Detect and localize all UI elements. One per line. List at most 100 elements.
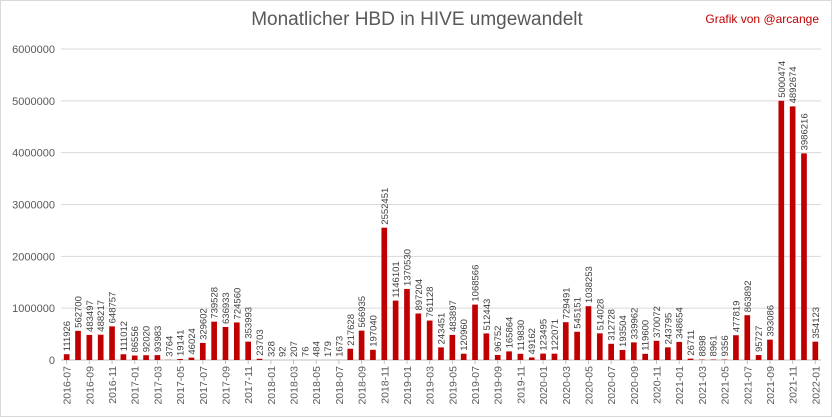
bar-2016-12: [121, 354, 127, 360]
bar-2019-10: [506, 351, 512, 360]
data-label-2020-02: 122071: [550, 319, 561, 351]
x-tick-label: 2021-01: [674, 366, 686, 405]
bar-2021-09: [767, 340, 773, 360]
y-tick-label: 3000000: [12, 200, 55, 212]
bar-2017-08: [211, 322, 217, 360]
data-label-2016-08: 562700: [74, 296, 85, 328]
x-tick-label: 2019-07: [470, 366, 482, 405]
data-label-2020-10: 119600: [641, 320, 652, 351]
bar-2019-12: [529, 357, 535, 360]
bar-2019-06: [461, 354, 467, 360]
data-label-2017-10: 724560: [232, 288, 243, 320]
x-tick-label: 2019-05: [447, 366, 459, 405]
data-label-2018-02: 92: [278, 346, 289, 357]
data-label-2017-05: 19141: [176, 330, 187, 356]
bar-2022-01: [812, 342, 818, 360]
data-label-2022-01: 354123: [811, 307, 822, 339]
data-label-2018-12: 1146101: [391, 261, 402, 297]
bar-2016-07: [64, 354, 70, 360]
x-tick-label: 2019-09: [493, 366, 505, 405]
data-label-2017-08: 739528: [210, 287, 221, 319]
x-tick-label: 2020-03: [561, 366, 573, 405]
x-tick-label: 2021-07: [742, 366, 754, 405]
data-label-2017-07: 329602: [198, 308, 209, 340]
x-tick-label: 2020-09: [629, 366, 641, 405]
data-label-2018-05: 484: [312, 341, 323, 357]
data-label-2019-06: 120960: [459, 319, 470, 351]
x-tick-label: 2021-11: [788, 366, 800, 404]
bar-2020-05: [586, 306, 592, 360]
bar-2021-07: [744, 315, 750, 360]
data-label-2021-03: 8898: [697, 335, 708, 356]
data-label-2019-03: 761128: [425, 287, 436, 318]
data-label-2019-12: 49162: [527, 328, 538, 354]
x-tick-label: 2019-11: [515, 366, 527, 404]
data-label-2018-09: 566935: [357, 296, 368, 328]
bar-2019-09: [495, 355, 501, 360]
data-label-2018-01: 328: [266, 341, 277, 357]
data-label-2021-06: 477819: [731, 301, 742, 333]
y-tick-label: 6000000: [12, 44, 55, 56]
bar-2017-02: [143, 355, 149, 360]
data-label-2018-06: 179: [323, 341, 334, 357]
data-label-2016-07: 111926: [62, 321, 73, 351]
data-label-2021-07: 863892: [743, 281, 754, 313]
data-label-2020-12: 243795: [663, 313, 674, 345]
data-label-2021-11: 4892674: [788, 66, 799, 103]
x-tick-label: 2020-11: [652, 366, 664, 404]
data-label-2021-02: 26711: [686, 330, 697, 356]
data-label-2020-04: 545151: [573, 297, 584, 329]
data-label-2017-12: 23703: [255, 329, 266, 355]
data-label-2021-05: 9356: [720, 335, 731, 356]
bar-2017-03: [155, 355, 161, 360]
y-tick-label: 0: [49, 355, 55, 367]
x-tick-label: 2020-07: [606, 366, 618, 405]
data-label-2017-04: 3764: [164, 336, 175, 357]
bar-2018-09: [359, 331, 365, 360]
bar-2018-08: [347, 349, 353, 360]
data-label-2018-08: 217628: [346, 314, 357, 346]
bar-2020-12: [665, 347, 671, 360]
bar-2020-11: [654, 341, 660, 360]
x-tick-label: 2020-05: [583, 366, 595, 405]
bar-2021-02: [688, 359, 694, 360]
x-tick-label: 2017-03: [152, 366, 164, 405]
data-label-2017-11: 353993: [244, 307, 255, 339]
x-tick-label: 2017-05: [175, 366, 187, 405]
data-label-2016-10: 488217: [96, 300, 107, 332]
y-tick-label: 1000000: [12, 303, 55, 315]
bar-2018-11: [381, 228, 387, 360]
x-tick-label: 2019-03: [425, 366, 437, 405]
data-label-2021-01: 348654: [675, 307, 686, 339]
y-tick-label: 2000000: [12, 251, 55, 263]
bar-2016-09: [87, 335, 93, 360]
x-tick-label: 2018-09: [357, 366, 369, 405]
x-tick-label: 2019-01: [402, 366, 414, 405]
x-tick-label: 2017-01: [130, 366, 142, 405]
data-label-2019-11: 119830: [516, 320, 527, 351]
bar-2021-08: [756, 355, 762, 360]
data-label-2021-04: 8961: [709, 335, 720, 356]
x-tick-label: 2018-05: [311, 366, 323, 405]
data-label-2018-04: 76: [300, 346, 311, 357]
x-tick-label: 2022-01: [810, 366, 822, 405]
data-label-2019-10: 165864: [505, 317, 516, 349]
bar-2020-10: [642, 354, 648, 360]
data-label-2020-07: 312728: [607, 309, 618, 341]
bar-2021-12: [801, 153, 807, 360]
bar-2019-02: [415, 313, 421, 360]
bar-2021-11: [790, 106, 796, 360]
data-label-2018-07: 1673: [334, 336, 345, 357]
data-label-2019-05: 483897: [448, 300, 459, 332]
bar-2018-10: [370, 350, 376, 360]
data-label-2020-03: 729491: [561, 287, 572, 319]
data-label-2017-01: 86556: [130, 326, 141, 352]
data-label-2016-12: 111012: [119, 321, 130, 351]
bar-2020-06: [597, 333, 603, 360]
data-label-2019-09: 96752: [493, 326, 504, 352]
x-tick-label: 2016-09: [84, 366, 96, 405]
bar-2016-10: [98, 335, 104, 360]
x-tick-label: 2018-01: [266, 366, 278, 405]
